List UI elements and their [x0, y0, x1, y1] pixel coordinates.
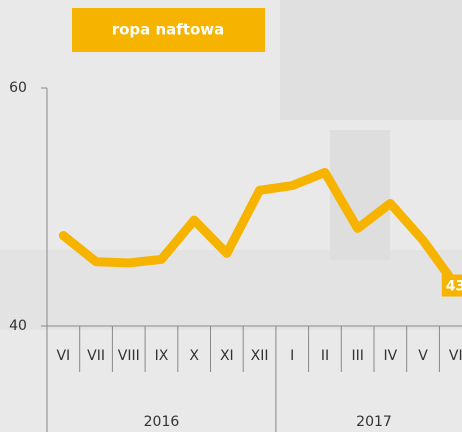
chart: ropa naftowa 4060VIVIIVIIIIXXXIXIIIIIIII… — [0, 0, 462, 432]
x-tick-label: IV — [383, 348, 397, 364]
group-label: 2017 — [356, 414, 392, 430]
x-tick-label: X — [189, 348, 199, 364]
x-tick-label: I — [290, 348, 294, 364]
group-label: 2016 — [144, 414, 180, 430]
x-tick-label: IX — [155, 348, 169, 364]
chart-title: ropa naftowa — [112, 21, 225, 39]
x-tick-label: V — [418, 348, 428, 364]
x-tick-label: VI — [449, 348, 462, 364]
x-tick-label: VI — [56, 348, 70, 364]
x-tick-label: II — [321, 348, 329, 364]
y-tick-label: 40 — [9, 318, 27, 334]
y-tick-label: 60 — [9, 80, 27, 96]
x-tick-label: VII — [87, 348, 105, 364]
x-tick-label: VIII — [118, 348, 140, 364]
value-label: 43,4 — [446, 279, 462, 295]
x-tick-label: XI — [220, 348, 234, 364]
x-tick-label: XII — [251, 348, 269, 364]
x-tick-label: III — [351, 348, 363, 364]
